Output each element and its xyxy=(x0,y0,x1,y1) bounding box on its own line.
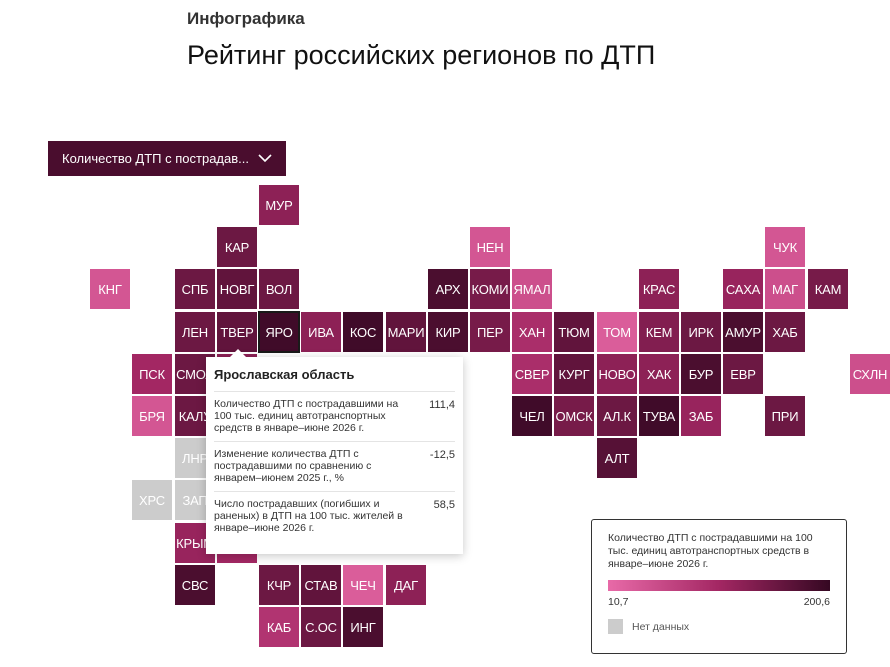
region-tile-маг[interactable]: МАГ xyxy=(765,269,805,309)
region-tile-вол[interactable]: ВОЛ xyxy=(259,269,299,309)
region-tile-омск[interactable]: ОМСК xyxy=(554,396,594,436)
region-tile-кнг[interactable]: КНГ xyxy=(90,269,130,309)
region-tile-твер[interactable]: ТВЕР xyxy=(217,312,257,352)
region-tile-бря[interactable]: БРЯ xyxy=(132,396,172,436)
region-tile-чел[interactable]: ЧЕЛ xyxy=(512,396,552,436)
region-tile-новг[interactable]: НОВГ xyxy=(217,269,257,309)
region-tile-крас[interactable]: КРАС xyxy=(639,269,679,309)
tooltip-row-value: 111,4 xyxy=(429,399,455,411)
region-tile-схлн[interactable]: СХЛН xyxy=(850,354,890,394)
region-tile-спб[interactable]: СПБ xyxy=(175,269,215,309)
region-tile-алт[interactable]: АЛТ xyxy=(597,438,637,478)
tooltip-row: Число пострадавших (погибших и раненых) … xyxy=(214,492,455,541)
region-tile-инг[interactable]: ИНГ xyxy=(343,607,383,647)
region-tile-свс[interactable]: СВС xyxy=(175,565,215,605)
region-tile-ива[interactable]: ИВА xyxy=(301,312,341,352)
legend-range: 10,7 200,6 xyxy=(608,596,830,608)
legend-max: 200,6 xyxy=(803,596,830,608)
region-tile-тюм[interactable]: ТЮМ xyxy=(554,312,594,352)
region-tile-хрс[interactable]: ХРС xyxy=(132,480,172,520)
region-tile-при[interactable]: ПРИ xyxy=(765,396,805,436)
tooltip-row: Изменение количества ДТП с пострадавшими… xyxy=(214,442,455,492)
no-data-label: Нет данных xyxy=(632,620,690,633)
region-tile-даг[interactable]: ДАГ xyxy=(386,565,426,605)
region-tile-хаб[interactable]: ХАБ xyxy=(765,312,805,352)
legend-title: Количество ДТП с пострадавшими на 100 ты… xyxy=(608,532,813,570)
region-tile-евр[interactable]: ЕВР xyxy=(723,354,763,394)
region-tile-каб[interactable]: КАБ xyxy=(259,607,299,647)
region-tile-сос[interactable]: С.ОС xyxy=(301,607,341,647)
region-tile-коми[interactable]: КОМИ xyxy=(470,269,510,309)
region-tile-кем[interactable]: КЕМ xyxy=(639,312,679,352)
region-tile-том[interactable]: ТОМ xyxy=(597,312,637,352)
kicker: Инфографика xyxy=(187,9,305,28)
no-data-swatch xyxy=(608,619,623,634)
color-legend: Количество ДТП с пострадавшими на 100 ты… xyxy=(591,519,847,654)
tooltip-row-label: Число пострадавших (погибших и раненых) … xyxy=(214,498,403,534)
region-tile-амур[interactable]: АМУР xyxy=(723,312,763,352)
region-tile-мари[interactable]: МАРИ xyxy=(386,312,426,352)
region-tile-кам[interactable]: КАМ xyxy=(808,269,848,309)
tooltip-row: Количество ДТП с пострадавшими на 100 ты… xyxy=(214,392,455,442)
region-tile-тува[interactable]: ТУВА xyxy=(639,396,679,436)
chevron-down-icon xyxy=(258,154,272,163)
region-tile-став[interactable]: СТАВ xyxy=(301,565,341,605)
region-tile-арх[interactable]: АРХ xyxy=(428,269,468,309)
legend-gradient-bar xyxy=(608,580,830,591)
region-tile-кчр[interactable]: КЧР xyxy=(259,565,299,605)
legend-no-data: Нет данных xyxy=(608,619,830,634)
tooltip-row-value: -12,5 xyxy=(429,449,455,461)
region-tile-хак[interactable]: ХАК xyxy=(639,354,679,394)
region-tile-свер[interactable]: СВЕР xyxy=(512,354,552,394)
region-tile-пер[interactable]: ПЕР xyxy=(470,312,510,352)
region-tooltip: Ярославская область Количество ДТП с пос… xyxy=(206,349,463,554)
region-tile-кос[interactable]: КОС xyxy=(343,312,383,352)
region-tile-бур[interactable]: БУР xyxy=(681,354,721,394)
region-tile-кург[interactable]: КУРГ xyxy=(554,354,594,394)
tooltip-title: Ярославская область xyxy=(214,357,455,392)
tooltip-row-label: Количество ДТП с пострадавшими на 100 ты… xyxy=(214,398,399,434)
region-tile-хан[interactable]: ХАН xyxy=(512,312,552,352)
region-tile-чеч[interactable]: ЧЕЧ xyxy=(343,565,383,605)
region-tile-ямал[interactable]: ЯМАЛ xyxy=(512,269,552,309)
legend-min: 10,7 xyxy=(608,596,629,608)
metric-dropdown-label: Количество ДТП с пострадав... xyxy=(62,151,249,166)
region-tile-чук[interactable]: ЧУК xyxy=(765,227,805,267)
tooltip-row-label: Изменение количества ДТП с пострадавшими… xyxy=(214,448,372,484)
region-tile-алк[interactable]: АЛ.К xyxy=(597,396,637,436)
region-tile-кар[interactable]: КАР xyxy=(217,227,257,267)
region-tile-заб[interactable]: ЗАБ xyxy=(681,396,721,436)
page-title: Рейтинг российских регионов по ДТП xyxy=(187,40,656,70)
region-tile-яро[interactable]: ЯРО xyxy=(258,311,300,353)
tooltip-row-value: 58,5 xyxy=(433,499,455,511)
region-tile-нен[interactable]: НЕН xyxy=(470,227,510,267)
region-tile-саха[interactable]: САХА xyxy=(723,269,763,309)
region-tile-лен[interactable]: ЛЕН xyxy=(175,312,215,352)
region-tile-кир[interactable]: КИР xyxy=(428,312,468,352)
metric-dropdown[interactable]: Количество ДТП с пострадав... xyxy=(48,141,286,176)
region-tile-ирк[interactable]: ИРК xyxy=(681,312,721,352)
region-tile-мур[interactable]: МУР xyxy=(259,185,299,225)
region-tile-ново[interactable]: НОВО xyxy=(597,354,637,394)
region-tile-пск[interactable]: ПСК xyxy=(132,354,172,394)
